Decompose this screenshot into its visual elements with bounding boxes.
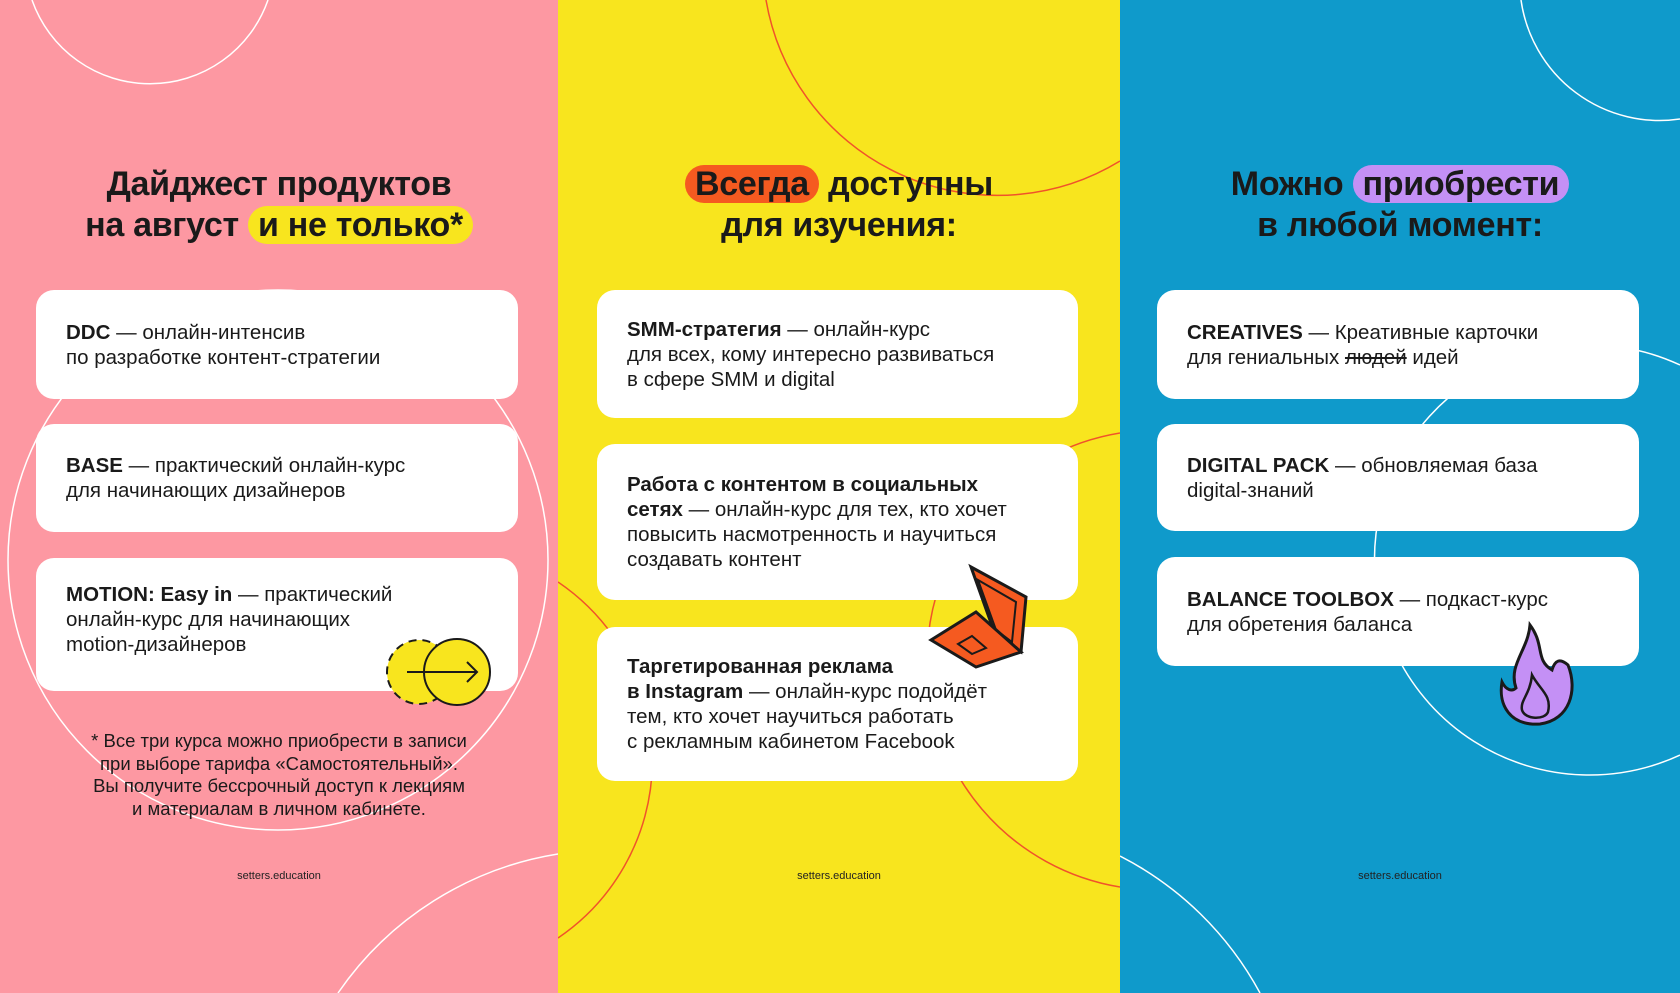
product-card-ddc[interactable]: DDC — онлайн-интенсив по разработке конте… xyxy=(36,290,518,399)
title-highlight: приобрести xyxy=(1352,165,1570,203)
product-card-base[interactable]: BASE — практический онлайн-курс для начин… xyxy=(36,424,518,532)
panel-buy-anytime: Можно приобрести в любой момент: CREATIV… xyxy=(1120,0,1680,993)
product-card-targeting[interactable]: Таргетированная реклама в Instagram — онл… xyxy=(597,627,1078,781)
title-highlight: и не только* xyxy=(248,206,473,244)
product-card-creatives[interactable]: CREATIVES — Креативные карточки для гениа… xyxy=(1157,290,1639,399)
panel-title: Дайджест продуктов на август и не только… xyxy=(0,164,558,246)
panel-title: Можно приобрести в любой момент: xyxy=(1120,164,1680,246)
laptop-icon xyxy=(928,563,1028,669)
footer-link[interactable]: setters.education xyxy=(797,870,881,882)
panel-always-available: Всегда доступны для изучения: SMM-страте… xyxy=(558,0,1120,993)
panel-digest: Дайджест продуктов на август и не только… xyxy=(0,0,558,993)
product-card-content[interactable]: Работа с контентом в социальных сетях — о… xyxy=(597,444,1078,600)
panel-title: Всегда доступны для изучения: xyxy=(558,164,1120,246)
footer-link[interactable]: setters.education xyxy=(237,870,321,882)
product-card-smm[interactable]: SMM-стратегия — онлайн-курс для всех, ком… xyxy=(597,290,1078,418)
arrow-circle-icon xyxy=(386,638,491,706)
fire-icon xyxy=(1499,620,1574,726)
product-card-balance[interactable]: BALANCE TOOLBOX — подкаст-курс для обрете… xyxy=(1157,557,1639,666)
footnote: * Все три курса можно приобрести в запис… xyxy=(91,730,467,819)
title-highlight: Всегда xyxy=(684,165,819,203)
product-card-digital-pack[interactable]: DIGITAL PACK — обновляемая база digital-з… xyxy=(1157,424,1639,531)
footer-link[interactable]: setters.education xyxy=(1358,870,1442,882)
